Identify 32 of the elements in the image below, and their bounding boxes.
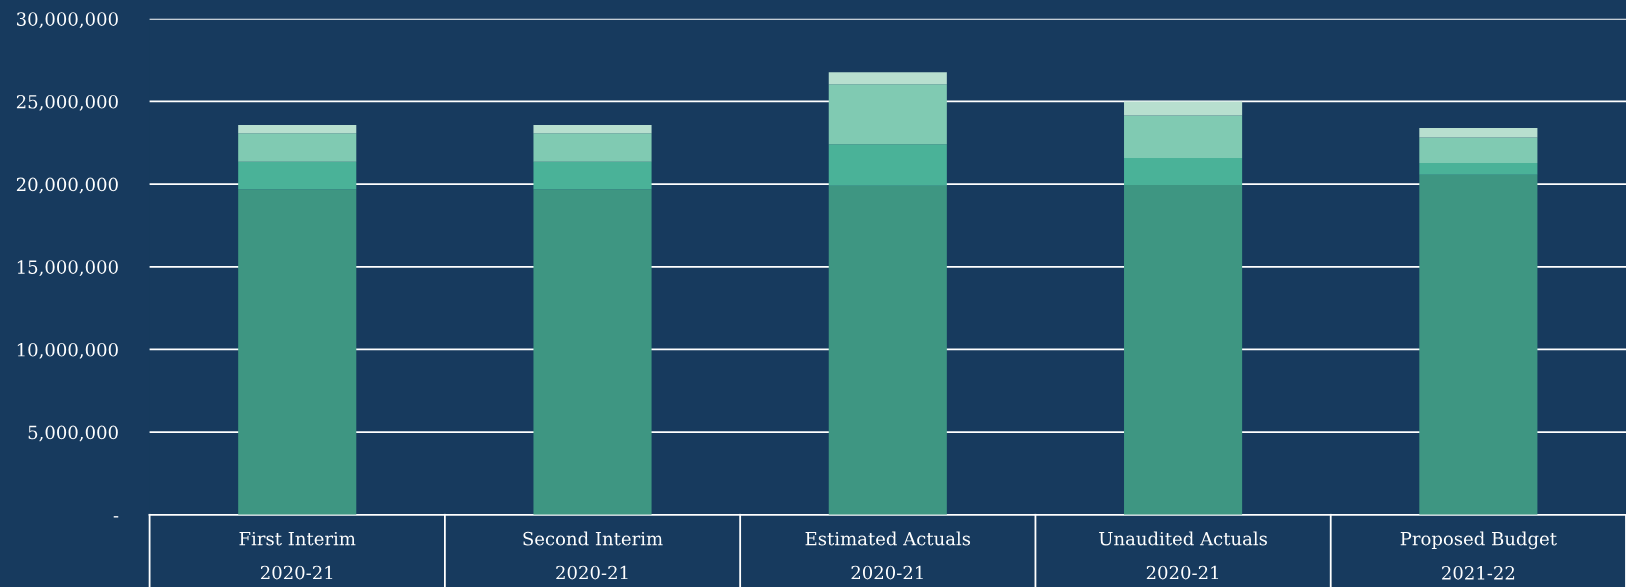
- x-tick-label: Second Interim 2020-21: [523, 531, 663, 580]
- bar: [1124, 185, 1243, 515]
- x-tick-label: Unaudited Actuals 2020-21: [1099, 531, 1267, 580]
- y-tick-label: 5,000,000: [28, 425, 118, 442]
- bar: [828, 185, 947, 515]
- bar: [533, 133, 652, 162]
- y-tick-label: 25,000,000: [16, 94, 118, 111]
- bar: [1419, 174, 1538, 515]
- bar: [1419, 137, 1538, 164]
- bar: [238, 124, 357, 134]
- bar: [1124, 101, 1243, 116]
- bar: [828, 84, 947, 145]
- bar: [238, 133, 357, 162]
- bar: [238, 189, 357, 515]
- y-tick-label: 15,000,000: [17, 260, 118, 277]
- y-tick-label: -: [113, 516, 119, 518]
- bar: [1124, 115, 1243, 158]
- bar: [1124, 158, 1243, 186]
- bar: [1419, 128, 1538, 138]
- bar: [238, 161, 357, 190]
- y-tick-label: 20,000,000: [16, 177, 118, 194]
- bar: [533, 161, 652, 190]
- y-tick-label: 30,000,000: [17, 12, 118, 29]
- x-tick-label: First Interim 2020-21: [239, 531, 356, 580]
- y-tick-label: 10,000,000: [17, 342, 118, 359]
- x-tick-label: Proposed Budget 2021-22: [1400, 531, 1557, 580]
- x-tick-label: Estimated Actuals 2020-21: [805, 531, 971, 580]
- bar: [533, 189, 652, 515]
- bar: [828, 72, 947, 85]
- bar: [1419, 163, 1538, 175]
- bar: [828, 144, 947, 186]
- bar: [533, 124, 652, 134]
